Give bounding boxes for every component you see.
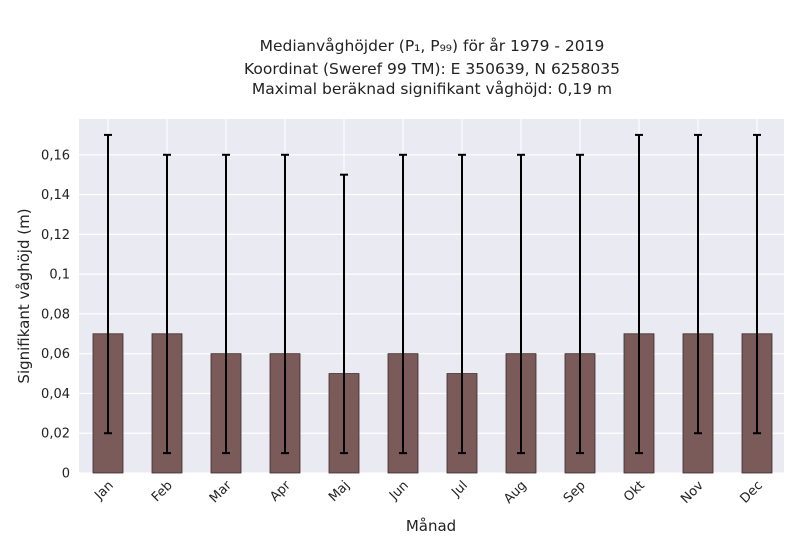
chart-title-line-2: Koordinat (Sweref 99 TM): E 350639, N 62… (244, 60, 620, 78)
x-axis-label: Månad (406, 517, 456, 535)
y-tick-label: 0 (62, 467, 70, 482)
error-bars (104, 133, 761, 455)
y-axis-label: Signifikant våghöjd (m) (15, 208, 33, 383)
y-tick-label: 0,08 (41, 307, 70, 322)
y-tick-label: 0,14 (41, 188, 70, 203)
chart-title-line-1: Medianvåghöjder (P₁, P₉₉) för år 1979 - … (260, 37, 605, 55)
x-tick-label: Aug (501, 478, 530, 507)
x-tick-label: Sep (561, 478, 589, 506)
x-tick-label: Mar (207, 478, 235, 506)
x-tick-label: Jan (91, 478, 116, 503)
x-tick-label: Jul (448, 478, 470, 500)
x-tick-label: Apr (267, 478, 294, 505)
x-tick-label: Jun (386, 478, 412, 504)
x-axis-ticks: Jan Feb Mar Apr Maj Jun Jul Aug Sep Okt Nov Dec (91, 478, 765, 507)
x-tick-label: Feb (149, 478, 176, 505)
y-tick-label: 0,1 (49, 268, 70, 283)
chart-title: Medianvåghöjder (P₁, P₉₉) för år 1979 - … (244, 37, 620, 98)
y-tick-label: 0,04 (41, 387, 70, 402)
y-tick-label: 0,12 (41, 228, 70, 243)
y-tick-label: 0,02 (41, 427, 70, 442)
x-tick-label: Maj (326, 478, 353, 505)
y-tick-label: 0,16 (41, 148, 70, 163)
x-tick-label: Nov (678, 478, 707, 507)
y-axis-ticks: 0 0,02 0,04 0,06 0,08 0,1 0,12 0,14 0,16 (41, 148, 70, 481)
x-tick-label: Dec (737, 478, 765, 506)
y-tick-label: 0,06 (41, 347, 70, 362)
chart-title-line-3: Maximal beräknad signifikant våghöjd: 0,… (252, 80, 612, 98)
x-tick-label: Okt (621, 478, 648, 505)
plot-area (79, 119, 784, 473)
